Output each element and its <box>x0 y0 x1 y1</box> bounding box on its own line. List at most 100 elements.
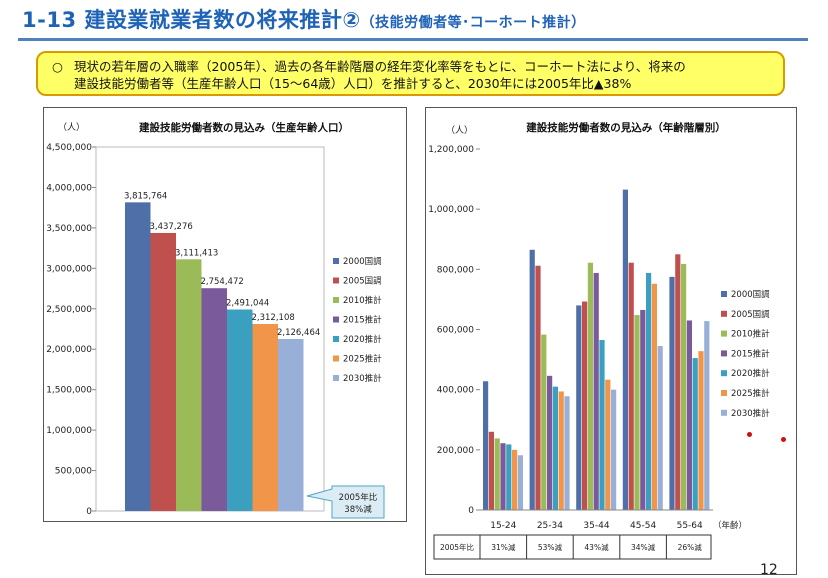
legend-label: 2030推計 <box>731 408 770 419</box>
y-tick-label: 1,000,000 <box>428 205 474 215</box>
legend-label: 2025推計 <box>343 354 382 365</box>
summary-bullet: ○ <box>52 59 63 74</box>
summary-box: ○ 現状の若年層の入職率（2005年）、過去の各年齢階層の経年変化率等をもとに、… <box>36 51 785 96</box>
bar-25-34-2030推計 <box>564 396 570 510</box>
annotation-dot <box>747 432 752 437</box>
x-tick-label: 25-34 <box>537 521 563 531</box>
bar-45-54-2030推計 <box>657 346 663 510</box>
y-tick-label: 500,000 <box>55 467 92 477</box>
bar-15-24-2020推計 <box>506 444 512 510</box>
callout-text: 38%減 <box>344 504 372 515</box>
bar-55-64-2030推計 <box>704 321 710 510</box>
bar-55-64-2020推計 <box>692 358 698 510</box>
y-tick-label: 0 <box>86 507 92 517</box>
bar-25-34-2015推計 <box>547 375 553 510</box>
total-chart: （人） 建設技能労働者数の見込み（生産年齢人口） 0 500,000 1,000,000… <box>46 121 385 519</box>
table-cell: 31%減 <box>491 542 516 552</box>
legend-label: 2030推計 <box>343 373 382 384</box>
legend-label: 2010推計 <box>343 295 382 306</box>
bar-25-34-2005国調 <box>535 265 541 510</box>
data-label: 2,754,472 <box>201 277 244 287</box>
bar-15-24-2010推計 <box>494 438 500 510</box>
y-tick-label: 4,500,000 <box>46 143 92 153</box>
table-row-label: 2005年比 <box>440 542 475 552</box>
y-tick-label: 2,000,000 <box>46 345 92 355</box>
page-title: 1-13 建設業就業者数の将来推計②（技能労働者等･コーホート推計） <box>22 4 586 34</box>
bar-45-54-2020推計 <box>646 272 652 510</box>
data-label: 2,126,464 <box>277 328 320 338</box>
bar-45-54-2000国調 <box>622 189 628 511</box>
bar-55-64-2015推計 <box>686 320 692 510</box>
title-underline <box>18 38 808 41</box>
callout-box <box>306 485 385 519</box>
bar-55-64-2005国調 <box>675 254 681 510</box>
total-chart-panel: （人） 建設技能労働者数の見込み（生産年齢人口） 0 500,000 1,000,000… <box>43 107 407 522</box>
y-tick-label: 3,500,000 <box>46 224 92 234</box>
bar-35-44-2015推計 <box>593 272 599 510</box>
data-label: 2,312,108 <box>252 313 295 323</box>
bar-55-64-2025推計 <box>698 351 704 510</box>
legend-label: 2000国調 <box>731 289 770 300</box>
page-number: 12 <box>760 562 778 578</box>
title-subtitle: （技能労働者等･コーホート推計） <box>360 15 586 31</box>
y-axis-unit: （人） <box>446 125 473 136</box>
bar-2025推計 <box>252 323 278 511</box>
bar-45-54-2005国調 <box>628 262 634 510</box>
legend-label: 2005国調 <box>343 276 382 287</box>
legend-swatch-2000国調 <box>333 258 339 264</box>
chart-title: 建設技能労働者数の見込み（年齢階層別） <box>525 121 726 134</box>
bar-55-64-2000国調 <box>669 276 675 510</box>
legend-label: 2010推計 <box>731 329 770 340</box>
legend-swatch-2005国調 <box>721 310 727 317</box>
y-axis-unit: （人） <box>58 122 85 133</box>
y-tick-label: 200,000 <box>437 446 474 456</box>
data-label: 3,815,764 <box>124 191 167 201</box>
age-chart: （人） 建設技能労働者数の見込み（年齢階層別） 0 200,000 400,000 600… <box>428 121 770 560</box>
legend-swatch-2005国調 <box>333 277 339 284</box>
legend-swatch-2010推計 <box>333 297 339 303</box>
chart-title: 建設技能労働者数の見込み（生産年齢人口） <box>138 121 349 134</box>
legend-swatch-2030推計 <box>721 409 727 416</box>
bar-2000国調 <box>125 202 151 511</box>
legend-swatch-2010推計 <box>721 330 727 337</box>
legend-swatch-2015推計 <box>721 350 727 357</box>
bar-35-44-2000国調 <box>576 305 582 510</box>
bar-2020推計 <box>227 309 253 511</box>
bar-35-44-2020推計 <box>599 340 605 510</box>
legend-swatch-2025推計 <box>721 390 727 396</box>
bar-35-44-2030推計 <box>611 389 617 510</box>
data-label: 3,437,276 <box>150 222 193 232</box>
x-tick-label: 35-44 <box>583 521 609 531</box>
y-tick-label: 1,000,000 <box>46 426 92 436</box>
y-tick-label: 2,500,000 <box>46 305 92 315</box>
y-tick-label: 0 <box>468 506 474 516</box>
bar-2030推計 <box>278 338 304 511</box>
legend-swatch-2015推計 <box>333 316 339 323</box>
bar-35-44-2025推計 <box>605 379 611 510</box>
legend-label: 2025推計 <box>731 388 770 399</box>
summary-line-1: 現状の若年層の入職率（2005年）、過去の各年齢階層の経年変化率等をもとに、コー… <box>74 59 686 74</box>
bar-25-34-2010推計 <box>541 334 547 510</box>
x-tick-label: 15-24 <box>490 521 516 531</box>
table-cell: 26%減 <box>678 542 703 552</box>
bar-45-54-2010推計 <box>634 315 640 510</box>
bar-2015推計 <box>201 288 227 511</box>
annotation-dot <box>781 437 786 442</box>
legend-label: 2015推計 <box>731 348 770 359</box>
bar-15-24-2030推計 <box>517 455 523 510</box>
bar-15-24-2015推計 <box>500 443 506 510</box>
legend-label: 2020推計 <box>731 368 770 379</box>
bar-2010推計 <box>176 259 202 511</box>
table-cell: 43%減 <box>584 542 609 552</box>
bar-15-24-2025推計 <box>512 449 518 510</box>
bar-35-44-2010推計 <box>587 262 593 510</box>
legend-swatch-2030推計 <box>333 375 339 381</box>
bar-45-54-2025推計 <box>651 283 657 510</box>
y-tick-label: 3,000,000 <box>46 264 92 274</box>
ratio-table <box>433 534 712 560</box>
bar-2005国調 <box>150 232 176 511</box>
legend-swatch-2020推計 <box>333 336 339 342</box>
bar-25-34-2020推計 <box>552 386 558 510</box>
bar-25-34-2025推計 <box>558 391 564 510</box>
y-tick-label: 1,500,000 <box>46 386 92 396</box>
